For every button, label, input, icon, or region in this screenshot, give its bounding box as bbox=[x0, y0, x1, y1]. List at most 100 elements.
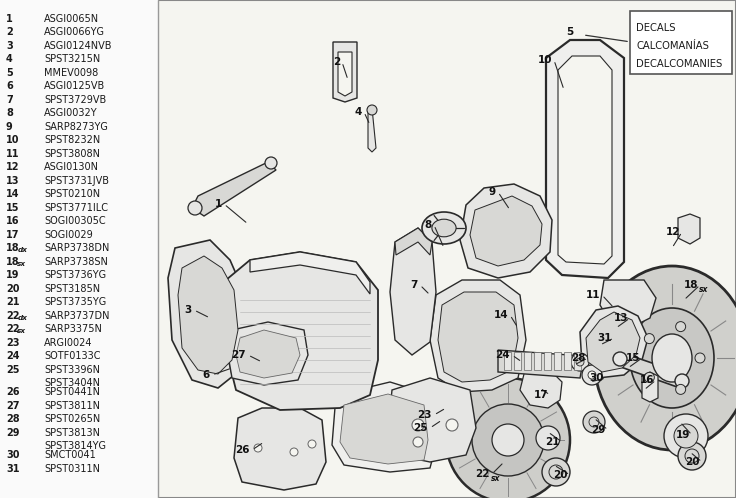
Ellipse shape bbox=[678, 442, 706, 470]
Text: ASGI0032Y: ASGI0032Y bbox=[44, 108, 98, 118]
Ellipse shape bbox=[675, 374, 689, 388]
Polygon shape bbox=[514, 352, 521, 370]
Text: SPST3404N: SPST3404N bbox=[44, 378, 100, 388]
Text: SOTF0133C: SOTF0133C bbox=[44, 351, 101, 361]
Polygon shape bbox=[520, 370, 562, 408]
Polygon shape bbox=[395, 228, 432, 255]
Text: SPST3736YG: SPST3736YG bbox=[44, 270, 106, 280]
Polygon shape bbox=[600, 280, 656, 328]
Text: 17: 17 bbox=[534, 390, 548, 400]
Text: 16: 16 bbox=[640, 375, 654, 385]
Text: SPST3731JVB: SPST3731JVB bbox=[44, 176, 109, 186]
Ellipse shape bbox=[188, 201, 202, 215]
Ellipse shape bbox=[594, 266, 736, 450]
Text: SARP3738SN: SARP3738SN bbox=[44, 257, 108, 267]
Text: 21: 21 bbox=[6, 297, 19, 307]
Text: SPST3729VB: SPST3729VB bbox=[44, 95, 106, 105]
Polygon shape bbox=[192, 162, 276, 216]
Text: 26: 26 bbox=[6, 387, 19, 397]
Text: 19: 19 bbox=[6, 270, 19, 280]
Text: 30: 30 bbox=[6, 450, 19, 460]
Text: DECALS: DECALS bbox=[636, 23, 676, 33]
Ellipse shape bbox=[652, 334, 692, 382]
Ellipse shape bbox=[674, 424, 698, 448]
Polygon shape bbox=[574, 352, 581, 370]
Ellipse shape bbox=[583, 411, 605, 433]
Polygon shape bbox=[430, 280, 526, 392]
Polygon shape bbox=[332, 382, 436, 472]
Text: 23: 23 bbox=[6, 338, 19, 348]
Ellipse shape bbox=[589, 417, 599, 427]
Polygon shape bbox=[554, 352, 561, 370]
Text: 22: 22 bbox=[475, 469, 490, 479]
Polygon shape bbox=[460, 184, 552, 278]
Text: 4: 4 bbox=[355, 107, 362, 117]
Text: MMEV0098: MMEV0098 bbox=[44, 68, 98, 78]
Polygon shape bbox=[236, 330, 300, 378]
Text: 11: 11 bbox=[6, 149, 19, 159]
Ellipse shape bbox=[413, 437, 423, 447]
Ellipse shape bbox=[254, 444, 262, 452]
Ellipse shape bbox=[695, 353, 705, 363]
Text: 2: 2 bbox=[333, 57, 340, 67]
Ellipse shape bbox=[549, 465, 563, 479]
Text: 18: 18 bbox=[6, 243, 20, 253]
Text: 6: 6 bbox=[202, 370, 210, 380]
Polygon shape bbox=[438, 292, 518, 382]
Text: SPST3185N: SPST3185N bbox=[44, 284, 100, 294]
Ellipse shape bbox=[367, 105, 377, 115]
Text: 25: 25 bbox=[6, 365, 19, 375]
Ellipse shape bbox=[588, 371, 596, 379]
Polygon shape bbox=[618, 352, 684, 388]
Text: 24: 24 bbox=[6, 351, 19, 361]
Polygon shape bbox=[678, 214, 700, 244]
Text: ASGI0065N: ASGI0065N bbox=[44, 14, 99, 24]
Ellipse shape bbox=[676, 384, 686, 394]
Text: 17: 17 bbox=[6, 230, 19, 240]
Text: 20: 20 bbox=[6, 284, 19, 294]
Text: 6: 6 bbox=[6, 81, 13, 91]
Text: 9: 9 bbox=[489, 187, 496, 197]
Polygon shape bbox=[168, 240, 248, 388]
Text: 24: 24 bbox=[495, 350, 510, 360]
Polygon shape bbox=[586, 312, 640, 372]
Bar bbox=[0, 0, 158, 498]
Ellipse shape bbox=[432, 219, 456, 237]
Text: 14: 14 bbox=[493, 310, 508, 320]
Ellipse shape bbox=[422, 212, 466, 244]
Text: 12: 12 bbox=[665, 227, 680, 237]
Polygon shape bbox=[642, 372, 658, 402]
Text: 13: 13 bbox=[6, 176, 19, 186]
Ellipse shape bbox=[613, 352, 627, 366]
Text: SPST3771ILC: SPST3771ILC bbox=[44, 203, 108, 213]
Ellipse shape bbox=[571, 353, 589, 371]
Text: 10: 10 bbox=[537, 55, 552, 65]
Ellipse shape bbox=[542, 458, 570, 486]
Ellipse shape bbox=[446, 419, 458, 431]
Text: 15: 15 bbox=[626, 353, 640, 363]
Text: SOGI0029: SOGI0029 bbox=[44, 230, 93, 240]
Text: ASGI0125VB: ASGI0125VB bbox=[44, 81, 105, 91]
Text: 1: 1 bbox=[6, 14, 13, 24]
Ellipse shape bbox=[412, 419, 424, 431]
Polygon shape bbox=[340, 394, 428, 464]
Text: 1: 1 bbox=[215, 199, 222, 209]
Text: 2: 2 bbox=[6, 27, 13, 37]
Bar bbox=[630, 11, 732, 74]
Ellipse shape bbox=[664, 414, 708, 458]
Text: 7: 7 bbox=[6, 95, 13, 105]
Polygon shape bbox=[228, 322, 308, 385]
Text: sx: sx bbox=[18, 261, 26, 267]
Text: SOGI00305C: SOGI00305C bbox=[44, 216, 106, 226]
Ellipse shape bbox=[685, 449, 699, 463]
Polygon shape bbox=[178, 256, 238, 374]
Text: 20: 20 bbox=[553, 470, 568, 480]
Polygon shape bbox=[226, 252, 378, 410]
Text: SPST3735YG: SPST3735YG bbox=[44, 297, 106, 307]
Polygon shape bbox=[594, 326, 614, 348]
Text: 7: 7 bbox=[411, 280, 418, 290]
Text: 9: 9 bbox=[6, 122, 13, 132]
Text: 13: 13 bbox=[614, 313, 628, 323]
Polygon shape bbox=[504, 352, 511, 370]
Text: 4: 4 bbox=[6, 54, 13, 64]
